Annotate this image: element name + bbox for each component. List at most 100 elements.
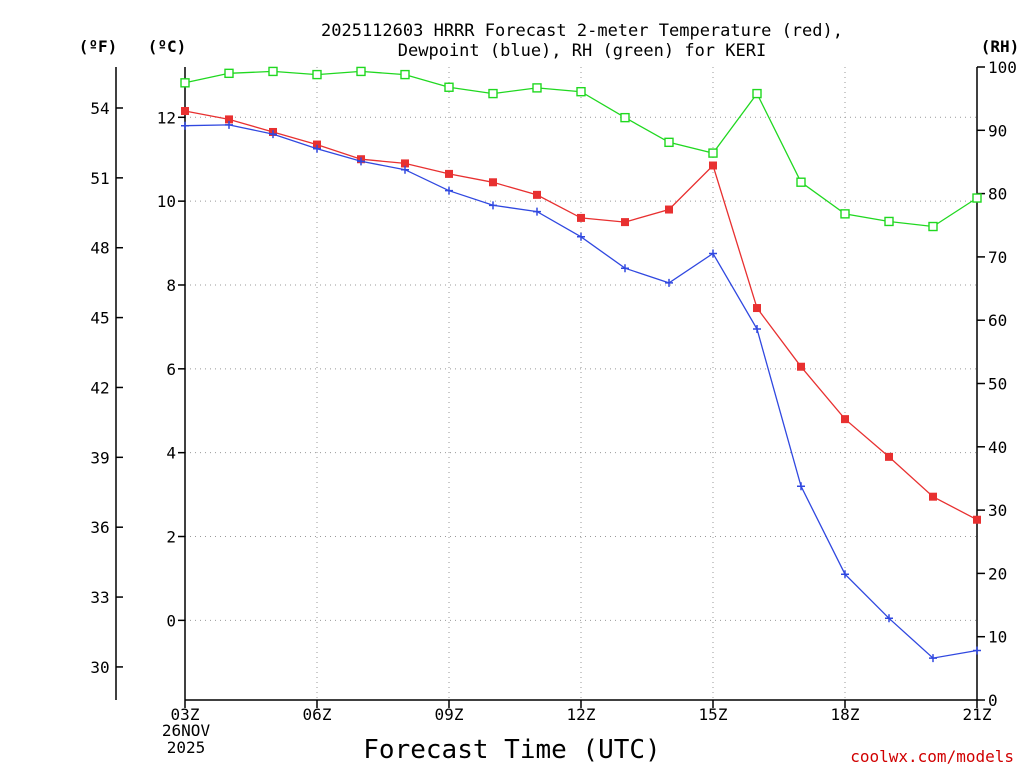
- dewpoint-point: [181, 121, 189, 130]
- temperature-point: [797, 362, 805, 371]
- temperature-point: [445, 169, 453, 178]
- rh-point: [400, 69, 410, 80]
- temperature-point: [401, 159, 409, 168]
- celsius-tick-label: 6: [166, 360, 176, 379]
- temperature-point: [973, 515, 981, 524]
- fahrenheit-tick-label: 54: [90, 99, 109, 118]
- axis-ticks: 03Z 06Z 09Z 12Z 15Z 18Z 21Z0246810123033363942…: [90, 58, 1017, 724]
- dewpoint-point: [225, 120, 233, 129]
- rh-tick-label: 70: [988, 248, 1007, 267]
- fahrenheit-tick-label: 48: [90, 239, 109, 258]
- x-tick-label: 15Z: [699, 705, 728, 724]
- rh-tick-label: 40: [988, 438, 1007, 457]
- rh-tick-label: 100: [988, 58, 1017, 77]
- rh-tick-label: 60: [988, 311, 1007, 330]
- dewpoint-point: [929, 654, 937, 663]
- unit-rh-label: (RH): [981, 37, 1020, 56]
- rh-point: [224, 68, 234, 79]
- fahrenheit-tick-label: 33: [90, 588, 109, 607]
- dewpoint-point: [489, 201, 497, 210]
- chart-title-line2: Dewpoint (blue), RH (green) for KERI: [398, 41, 766, 61]
- temperature-point: [533, 190, 541, 199]
- celsius-tick-label: 2: [166, 528, 176, 547]
- dewpoint-point: [797, 482, 805, 491]
- rh-point: [488, 88, 498, 99]
- temperature-point: [665, 205, 673, 214]
- temperature-point: [489, 178, 497, 187]
- dewpoint-point: [313, 144, 321, 153]
- celsius-tick-label: 8: [166, 276, 176, 295]
- fahrenheit-tick-label: 45: [90, 309, 109, 328]
- rh-point: [884, 216, 894, 227]
- dewpoint-point: [269, 130, 277, 139]
- rh-tick-label: 30: [988, 501, 1007, 520]
- rh-tick-label: 50: [988, 375, 1007, 394]
- dewpoint-point: [401, 165, 409, 174]
- temperature-point: [929, 492, 937, 501]
- fahrenheit-tick-label: 30: [90, 658, 109, 677]
- x-tick-label: 03Z: [171, 705, 200, 724]
- dewpoint-point: [709, 249, 717, 258]
- rh-point: [620, 112, 630, 123]
- temperature-point: [841, 415, 849, 424]
- dewpoint-point: [357, 157, 365, 166]
- dewpoint-point: [621, 264, 629, 273]
- temperature-point: [225, 115, 233, 124]
- date-label-year: 2025: [167, 738, 206, 757]
- dewpoint-point: [841, 570, 849, 579]
- unit-celsius-label: (ºC): [148, 37, 187, 56]
- dewpoint-point: [533, 207, 541, 216]
- dewpoint-point: [665, 278, 673, 287]
- rh-point: [576, 86, 586, 97]
- x-tick-label: 21Z: [963, 705, 992, 724]
- temperature-point: [181, 107, 189, 116]
- celsius-tick-label: 12: [157, 108, 176, 127]
- rh-tick-label: 90: [988, 121, 1007, 140]
- dewpoint-point: [973, 646, 981, 655]
- x-tick-label: 06Z: [303, 705, 332, 724]
- grid-lines: [185, 67, 977, 700]
- temperature-point: [621, 218, 629, 227]
- rh-point: [444, 82, 454, 92]
- celsius-tick-label: 4: [166, 444, 176, 463]
- fahrenheit-tick-label: 39: [90, 448, 109, 467]
- x-tick-label: 09Z: [435, 705, 464, 724]
- rh-tick-label: 20: [988, 564, 1007, 583]
- credit-link[interactable]: coolwx.com/models: [850, 747, 1014, 766]
- rh-point: [840, 209, 850, 219]
- axes: [115, 67, 978, 701]
- x-tick-label: 12Z: [567, 705, 596, 724]
- x-axis-label: Forecast Time (UTC): [363, 735, 660, 765]
- dewpoint-point: [577, 232, 585, 241]
- rh-point: [664, 137, 674, 148]
- temperature-point: [885, 452, 893, 461]
- rh-point: [268, 66, 278, 77]
- rh-point: [532, 83, 542, 93]
- rh-point: [312, 69, 322, 80]
- chart-title-line1: 2025112603 HRRR Forecast 2-meter Tempera…: [321, 21, 843, 41]
- rh-point: [796, 177, 806, 187]
- rh-point: [708, 148, 718, 158]
- celsius-tick-label: 0: [166, 611, 176, 630]
- dewpoint-point: [753, 325, 761, 334]
- rh-point: [356, 66, 366, 77]
- fahrenheit-tick-label: 42: [90, 378, 109, 397]
- rh-point: [752, 88, 762, 99]
- fahrenheit-tick-label: 51: [90, 169, 109, 188]
- dewpoint-point: [885, 614, 893, 623]
- dewpoint-line: [184, 124, 978, 659]
- temperature-point: [313, 140, 321, 149]
- temperature-point: [709, 161, 717, 170]
- fahrenheit-tick-label: 36: [90, 518, 109, 537]
- rh-point: [928, 221, 938, 232]
- temperature-point: [753, 304, 761, 313]
- rh-point: [180, 78, 190, 88]
- dewpoint-point: [445, 186, 453, 195]
- x-tick-label: 18Z: [831, 705, 860, 724]
- celsius-tick-label: 10: [157, 192, 176, 211]
- rh-tick-label: 10: [988, 628, 1007, 647]
- rh-point: [972, 193, 982, 203]
- rh-tick-label: 0: [988, 691, 998, 710]
- temperature-point: [577, 213, 585, 222]
